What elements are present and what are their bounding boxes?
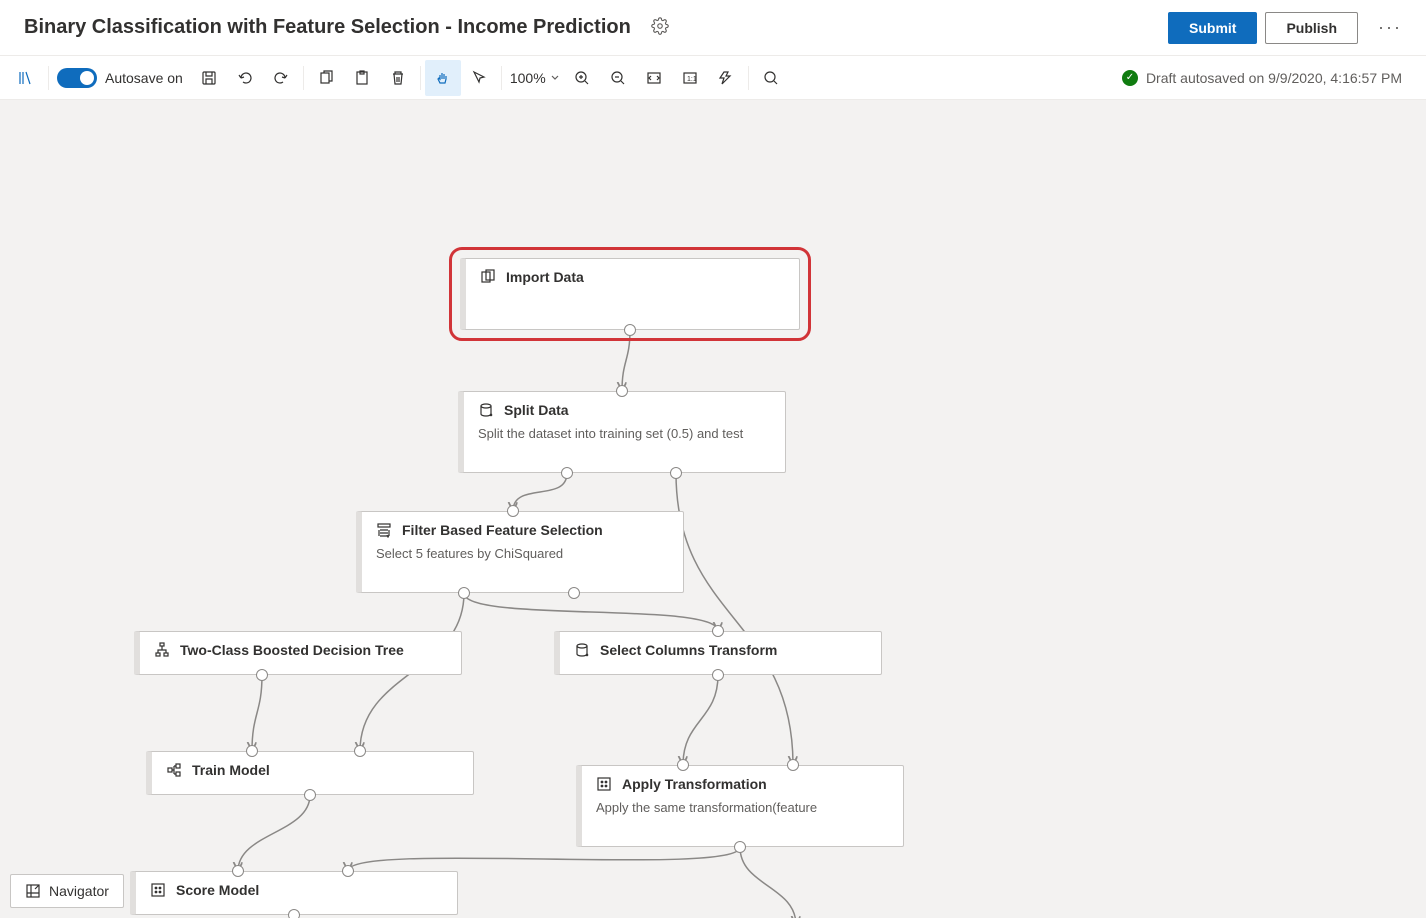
edge [513,473,567,511]
node-desc: Select 5 features by ChiSquared [376,546,669,561]
zoom-in-icon[interactable] [564,60,600,96]
port[interactable] [624,324,636,336]
port[interactable] [507,505,519,517]
edge [740,847,796,918]
port[interactable] [354,745,366,757]
toolbar: Autosave on 100% 1:1 ✓ Draft autosaved o… [0,56,1426,100]
port[interactable] [616,385,628,397]
node-title: Filter Based Feature Selection [376,522,669,538]
node-filter-feat[interactable]: Filter Based Feature Selection Select 5 … [356,511,684,593]
edge [238,795,310,871]
edge [683,675,718,765]
save-icon[interactable] [191,60,227,96]
select-tool-icon[interactable] [461,60,497,96]
copy-icon[interactable] [308,60,344,96]
port[interactable] [670,467,682,479]
autosave-label: Autosave on [105,70,183,86]
node-title: Split Data [478,402,771,418]
status-text: Draft autosaved on 9/9/2020, 4:16:57 PM [1146,70,1402,86]
edge [676,473,793,765]
node-split-data[interactable]: Split Data Split the dataset into traini… [458,391,786,473]
svg-text:1:1: 1:1 [687,76,697,83]
node-boosted-tree[interactable]: Two-Class Boosted Decision Tree [134,631,462,675]
port[interactable] [342,865,354,877]
navigator-label: Navigator [49,883,109,899]
undo-icon[interactable] [227,60,263,96]
port[interactable] [712,625,724,637]
node-desc: Apply the same transformation(feature [596,800,889,815]
redo-icon[interactable] [263,60,299,96]
node-title: Two-Class Boosted Decision Tree [154,642,447,658]
more-actions-icon[interactable]: ··· [1378,17,1402,38]
port[interactable] [288,909,300,918]
port[interactable] [256,669,268,681]
node-title: Import Data [480,269,785,285]
actual-size-icon[interactable]: 1:1 [672,60,708,96]
pan-tool-icon[interactable] [425,60,461,96]
autosave-status: ✓ Draft autosaved on 9/9/2020, 4:16:57 P… [1122,70,1402,86]
search-icon[interactable] [753,60,789,96]
edge [622,330,630,391]
port[interactable] [304,789,316,801]
zoom-out-icon[interactable] [600,60,636,96]
port[interactable] [246,745,258,757]
node-apply-trans[interactable]: Apply Transformation Apply the same tran… [576,765,904,847]
node-title: Apply Transformation [596,776,889,792]
navigator-button[interactable]: Navigator [10,874,124,908]
publish-button[interactable]: Publish [1265,12,1358,44]
auto-layout-icon[interactable] [708,60,744,96]
page-title: Binary Classification with Feature Selec… [24,16,631,39]
delete-icon[interactable] [380,60,416,96]
page-header: Binary Classification with Feature Selec… [0,0,1426,56]
node-import-data[interactable]: Import Data [460,258,800,330]
fit-screen-icon[interactable] [636,60,672,96]
port[interactable] [787,759,799,771]
paste-icon[interactable] [344,60,380,96]
node-title: Train Model [166,762,459,778]
edge [464,593,718,631]
port[interactable] [232,865,244,877]
edge [348,847,740,871]
check-icon: ✓ [1122,70,1138,86]
port[interactable] [458,587,470,599]
port[interactable] [561,467,573,479]
library-panel-icon[interactable] [8,60,44,96]
submit-button[interactable]: Submit [1168,12,1257,44]
port[interactable] [734,841,746,853]
settings-gear-icon[interactable] [651,17,669,38]
autosave-toggle[interactable] [57,68,97,88]
pipeline-canvas[interactable]: Import Data Split Data Split the dataset… [0,100,1426,918]
node-title: Select Columns Transform [574,642,867,658]
node-desc: Split the dataset into training set (0.5… [478,426,771,441]
port[interactable] [568,587,580,599]
port[interactable] [712,669,724,681]
zoom-level[interactable]: 100% [510,70,560,86]
edge [252,675,262,751]
port[interactable] [677,759,689,771]
node-title: Score Model [150,882,443,898]
